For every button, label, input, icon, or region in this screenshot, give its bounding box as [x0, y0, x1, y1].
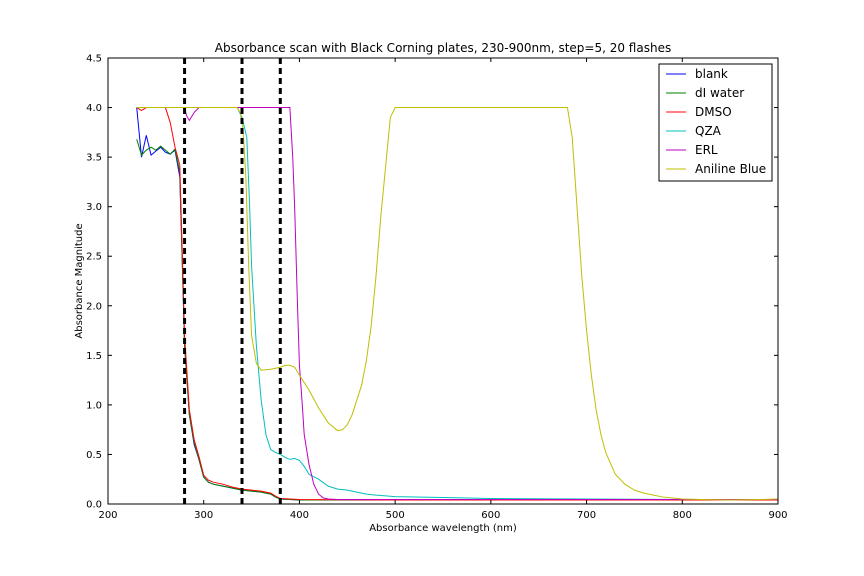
series-line-qza — [136, 107, 778, 501]
y-tick-label: 4.5 — [86, 54, 102, 65]
series-line-erl — [136, 107, 778, 501]
y-tick-label: 0.0 — [86, 500, 102, 511]
x-tick-label: 800 — [673, 510, 692, 521]
legend-label: ERL — [695, 143, 718, 157]
y-tick-label: 3.5 — [86, 153, 102, 164]
legend-label: DMSO — [695, 105, 732, 119]
x-tick-label: 300 — [194, 510, 213, 521]
y-tick-label: 1.0 — [86, 400, 102, 411]
legend-label: blank — [695, 67, 728, 81]
x-tick-label: 700 — [577, 510, 596, 521]
x-tick-label: 500 — [386, 510, 405, 521]
legend-label: QZA — [695, 124, 722, 138]
y-tick-label: 2.5 — [86, 252, 102, 263]
y-tick-label: 0.5 — [86, 450, 102, 461]
legend-box — [658, 63, 773, 182]
x-tick-label: 400 — [290, 510, 309, 521]
series-line-dmso — [136, 107, 778, 501]
legend-label: Aniline Blue — [695, 162, 766, 176]
plot-area — [136, 58, 778, 504]
y-tick-label: 1.5 — [86, 351, 102, 362]
series-line-aniline-blue — [136, 107, 778, 501]
chart-title: Absorbance scan with Black Corning plate… — [215, 41, 671, 55]
y-tick-label: 3.0 — [86, 202, 102, 213]
legend: blank dI water DMSO QZA ERL Aniline Blue — [658, 63, 773, 182]
x-axis-label: Absorbance wavelength (nm) — [369, 523, 517, 534]
plot-frame — [107, 57, 779, 505]
legend-label: dI water — [695, 86, 744, 100]
y-axis-label: Absorbance Magnitude — [74, 223, 85, 338]
x-tick-label: 600 — [481, 510, 500, 521]
y-tick-label: 4.0 — [86, 103, 102, 114]
series-line-di-water — [136, 139, 778, 501]
axis-ticks: 200 300 400 500 600 700 800 900 0.0 0.5 1.0 1.5 2.0 2… — [86, 54, 787, 522]
x-tick-label: 200 — [98, 510, 117, 521]
x-tick-label: 900 — [768, 510, 787, 521]
y-tick-label: 2.0 — [86, 301, 102, 312]
